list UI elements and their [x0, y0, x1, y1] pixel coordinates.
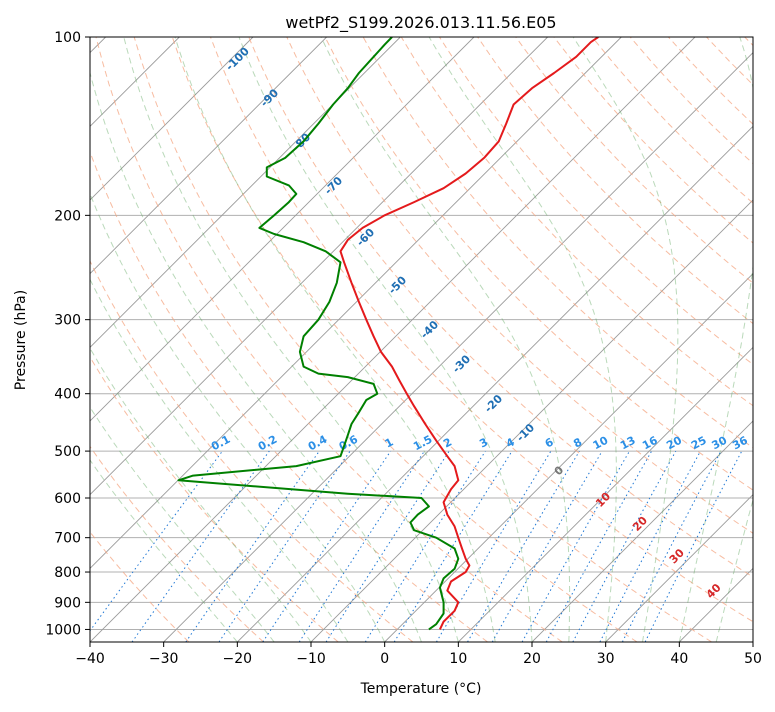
- x-tick-label: 0: [380, 651, 389, 667]
- y-tick-label: 1000: [45, 622, 81, 638]
- y-tick-label: 800: [54, 565, 81, 581]
- y-tick-label: 900: [54, 595, 81, 611]
- x-tick-label: −40: [75, 651, 105, 667]
- y-tick-label: 500: [54, 444, 81, 460]
- chart-title: wetPf2_S199.2026.013.11.56.E05: [285, 13, 556, 33]
- y-tick-label: 300: [54, 313, 81, 329]
- x-tick-label: 30: [597, 651, 615, 667]
- y-tick-label: 400: [54, 387, 81, 403]
- y-tick-label: 600: [54, 491, 81, 507]
- y-tick-label: 100: [54, 30, 81, 46]
- x-tick-label: 50: [744, 651, 762, 667]
- x-axis-label: Temperature (°C): [360, 681, 482, 697]
- y-tick-label: 700: [54, 531, 81, 547]
- x-tick-label: 20: [523, 651, 541, 667]
- x-tick-label: −10: [296, 651, 326, 667]
- y-tick-label: 200: [54, 208, 81, 224]
- x-tick-label: 40: [670, 651, 688, 667]
- y-axis-label: Pressure (hPa): [13, 290, 29, 390]
- x-tick-label: 10: [449, 651, 467, 667]
- x-tick-label: −30: [149, 651, 179, 667]
- x-tick-label: −20: [223, 651, 253, 667]
